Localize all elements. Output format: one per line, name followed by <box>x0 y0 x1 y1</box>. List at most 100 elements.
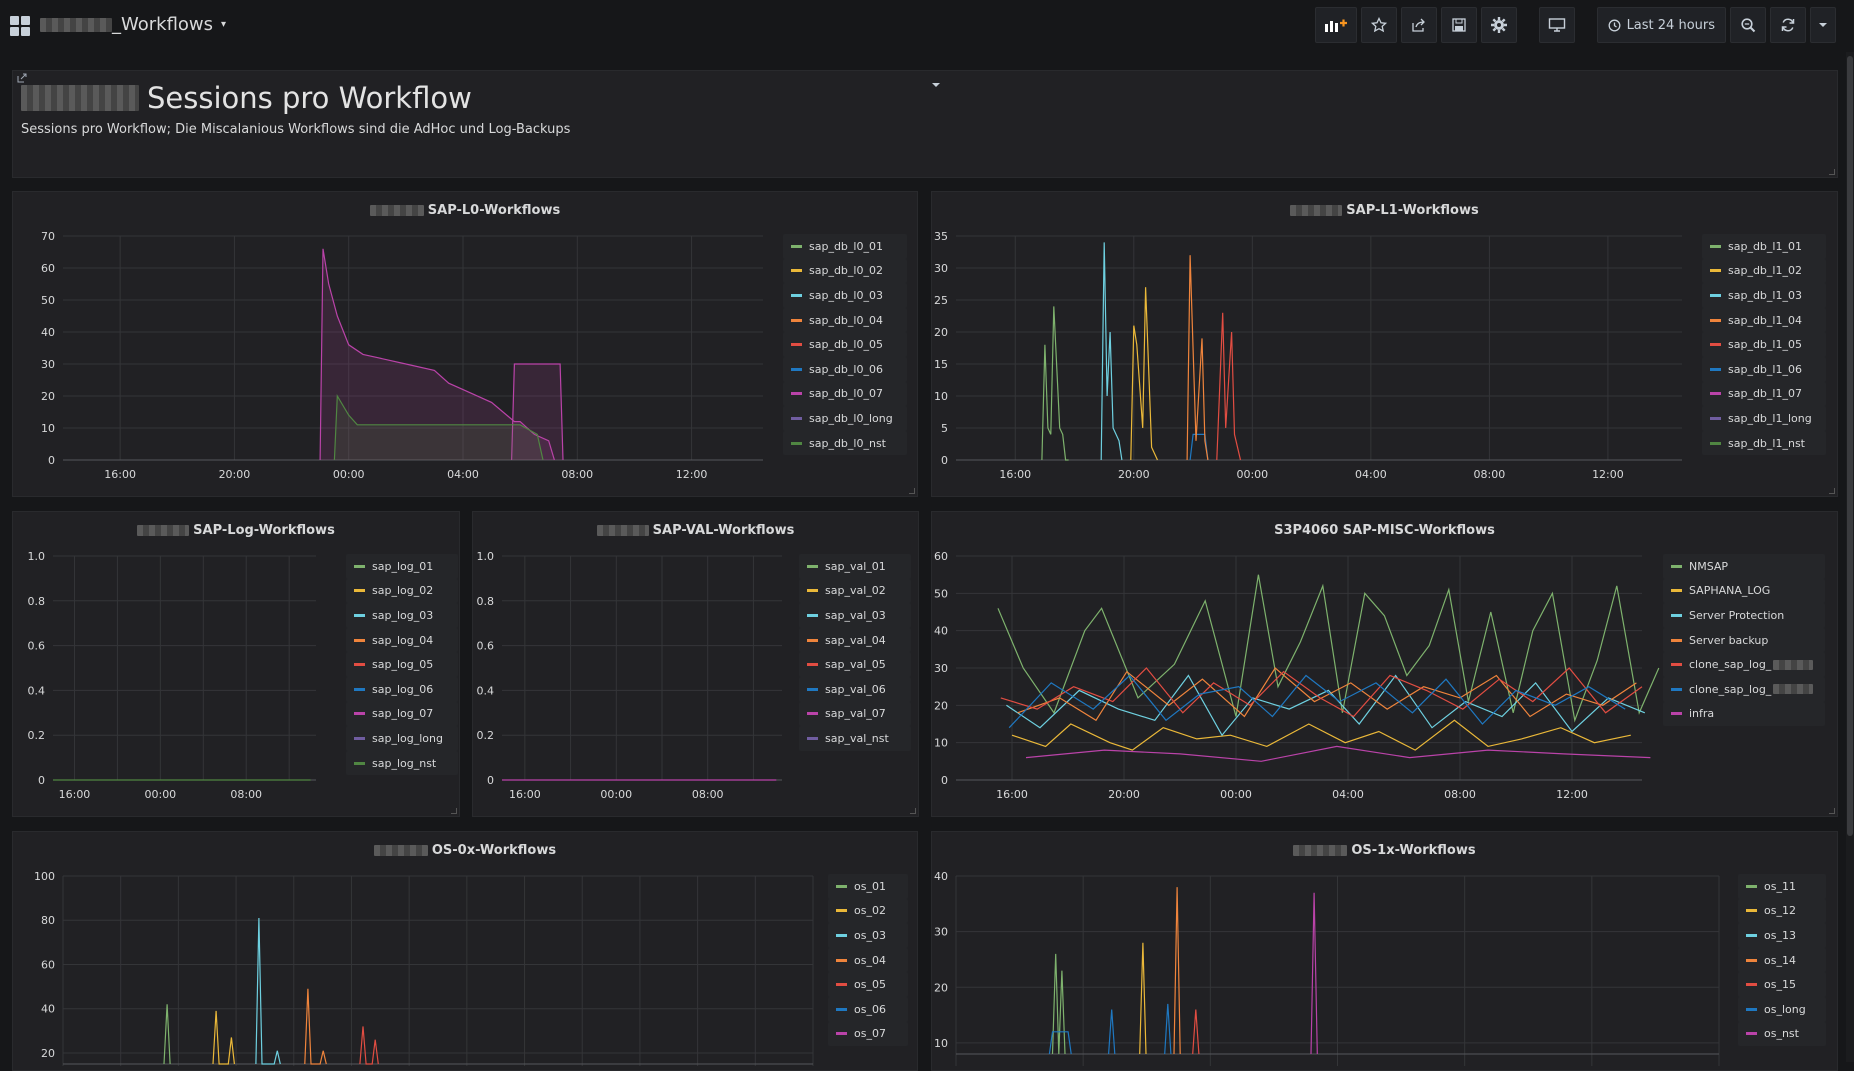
panel-title[interactable]: SAP-Log-Workflows <box>13 523 459 538</box>
legend-item[interactable]: os_04 <box>828 947 908 973</box>
zoom-out-button[interactable] <box>1730 7 1766 43</box>
legend-item[interactable]: sap_log_06 <box>346 676 458 702</box>
legend-item[interactable]: sap_val_01 <box>799 554 911 579</box>
share-button[interactable] <box>1400 7 1437 43</box>
legend-item[interactable]: clone_sap_log_ <box>1663 676 1825 702</box>
legend-item[interactable]: sap_log_long <box>346 726 458 751</box>
legend-item[interactable]: os_12 <box>1738 898 1826 924</box>
chart-svg[interactable]: 0 0.2 0.4 0.6 0.8 1.0 16:00 00:00 08:00 <box>473 546 803 808</box>
panel-resize-handle[interactable] <box>451 808 457 814</box>
legend-item[interactable]: sap_log_01 <box>346 554 458 579</box>
legend-item[interactable]: sap_db_l0_06 <box>783 356 907 382</box>
legend-item[interactable]: Server backup <box>1663 627 1825 653</box>
panel-title[interactable]: S3P4060 SAP-MISC-Workflows <box>932 523 1837 538</box>
chart-svg[interactable]: 0 0.2 0.4 0.6 0.8 1.0 16:00 00:00 08:00 <box>13 546 343 808</box>
legend-item[interactable]: sap_log_nst <box>346 750 458 776</box>
legend-item[interactable]: os_long <box>1738 996 1826 1022</box>
legend-item[interactable]: sap_db_l1_long <box>1702 406 1826 431</box>
legend-item[interactable]: os_02 <box>828 898 908 924</box>
legend-item[interactable]: sap_log_02 <box>346 578 458 604</box>
panel-resize-handle[interactable] <box>909 488 915 494</box>
tv-mode-button[interactable] <box>1538 7 1575 43</box>
chart-svg[interactable]: 0 10 20 30 40 50 60 70 16:00 20:00 00:00 04:00 08:00… <box>13 226 781 488</box>
dashboard-title-picker[interactable]: _Workflows ▾ <box>40 14 226 35</box>
legend-item[interactable]: sap_val_03 <box>799 603 911 628</box>
legend-item[interactable]: sap_db_l1_05 <box>1702 332 1826 357</box>
star-button[interactable] <box>1360 7 1397 43</box>
legend-item[interactable]: sap_db_l0_02 <box>783 258 907 284</box>
legend-item[interactable]: sap_log_04 <box>346 627 458 653</box>
legend-item[interactable]: clone_sap_log_ <box>1663 652 1825 677</box>
scrollbar-thumb[interactable] <box>1847 56 1853 836</box>
legend-item[interactable]: sap_db_l1_03 <box>1702 283 1826 308</box>
series-area <box>320 248 555 460</box>
refresh-interval-dropdown[interactable] <box>1810 7 1836 43</box>
legend-item[interactable]: infra <box>1663 701 1825 727</box>
panel-title[interactable]: OS-1x-Workflows <box>932 843 1837 858</box>
legend-item[interactable]: sap_val_06 <box>799 676 911 702</box>
legend-item[interactable]: sap_db_l0_07 <box>783 381 907 407</box>
panel-title[interactable]: SAP-L0-Workflows <box>13 203 917 218</box>
time-picker-button[interactable]: Last 24 hours <box>1596 7 1726 43</box>
panel-title[interactable]: SAP-VAL-Workflows <box>473 523 918 538</box>
series-line <box>1216 312 1242 461</box>
legend-item[interactable]: os_06 <box>828 996 908 1022</box>
legend-item[interactable]: sap_db_l0_long <box>783 406 907 431</box>
legend-item[interactable]: sap_db_l0_01 <box>783 234 907 259</box>
legend-swatch <box>354 564 365 568</box>
series-line <box>997 574 1660 723</box>
legend-item[interactable]: os_11 <box>1738 874 1826 899</box>
panel-resize-handle[interactable] <box>910 808 916 814</box>
legend-item[interactable]: os_13 <box>1738 923 1826 948</box>
chart-svg[interactable]: 10 20 30 40 <box>932 866 1732 1066</box>
legend-item[interactable]: sap_db_l0_05 <box>783 332 907 357</box>
legend-item[interactable]: sap_db_l0_nst <box>783 430 907 456</box>
legend-item[interactable]: os_14 <box>1738 947 1826 973</box>
legend-item[interactable]: sap_db_l1_06 <box>1702 356 1826 382</box>
legend-item[interactable]: NMSAP <box>1663 554 1825 579</box>
legend-item[interactable]: os_05 <box>828 972 908 997</box>
legend-item[interactable]: sap_val_04 <box>799 627 911 653</box>
panel-title[interactable]: SAP-L1-Workflows <box>932 203 1837 218</box>
legend-item[interactable]: sap_db_l0_04 <box>783 307 907 333</box>
series-line <box>1108 1009 1116 1055</box>
panel-resize-handle[interactable] <box>1829 488 1835 494</box>
legend-item[interactable]: Server Protection <box>1663 603 1825 628</box>
chart-svg[interactable]: 0 5 10 15 20 25 30 35 16:00 20:00 00:00 04:00 08:00 1… <box>932 226 1700 488</box>
legend-item[interactable]: os_01 <box>828 874 908 899</box>
legend-item[interactable]: sap_db_l0_03 <box>783 283 907 308</box>
settings-button[interactable] <box>1480 7 1517 43</box>
panel-title[interactable]: OS-0x-Workflows <box>13 843 917 858</box>
panel-resize-handle[interactable] <box>1829 169 1835 175</box>
legend-item[interactable]: sap_db_l1_04 <box>1702 307 1826 333</box>
legend-item[interactable]: sap_db_l1_02 <box>1702 258 1826 284</box>
legend-item[interactable]: sap_val_07 <box>799 701 911 727</box>
legend-item[interactable]: os_07 <box>828 1021 908 1047</box>
save-button[interactable] <box>1440 7 1477 43</box>
legend-item[interactable]: sap_val_02 <box>799 578 911 604</box>
chart-svg[interactable]: 0 10 20 30 40 50 60 16:00 20:00 00:00 04:00 08:00 12… <box>932 546 1662 808</box>
legend-item[interactable]: os_nst <box>1738 1021 1826 1047</box>
panel-menu-chevron-icon[interactable] <box>931 81 941 89</box>
legend-item[interactable]: os_15 <box>1738 972 1826 997</box>
legend-item[interactable]: SAPHANA_LOG <box>1663 578 1825 604</box>
legend-label: sap_db_l0_long <box>809 411 893 425</box>
refresh-button[interactable] <box>1770 7 1806 43</box>
panel-resize-handle[interactable] <box>1829 808 1835 814</box>
legend-item[interactable]: sap_log_03 <box>346 603 458 628</box>
legend-item[interactable]: sap_db_l1_01 <box>1702 234 1826 259</box>
graph-panel-sap-misc: S3P4060 SAP-MISC-Workflows 0 10 20 30 40 50 60… <box>931 511 1838 817</box>
legend-item[interactable]: sap_log_05 <box>346 652 458 677</box>
legend-item[interactable]: sap_val_nst <box>799 726 911 751</box>
legend-item[interactable]: sap_log_07 <box>346 701 458 727</box>
x-tick-label: 16:00 <box>104 468 136 481</box>
legend-item[interactable]: sap_db_l1_nst <box>1702 430 1826 456</box>
chart-svg[interactable]: 20 40 60 80 100 <box>13 866 833 1066</box>
external-link-icon[interactable] <box>17 73 27 83</box>
legend-item[interactable]: sap_db_l1_07 <box>1702 381 1826 407</box>
dashboard-grid-icon[interactable] <box>10 16 30 36</box>
legend-item[interactable]: os_03 <box>828 923 908 948</box>
add-panel-button[interactable] <box>1314 7 1357 43</box>
page-scrollbar[interactable] <box>1846 52 1854 1062</box>
legend-item[interactable]: sap_val_05 <box>799 652 911 677</box>
